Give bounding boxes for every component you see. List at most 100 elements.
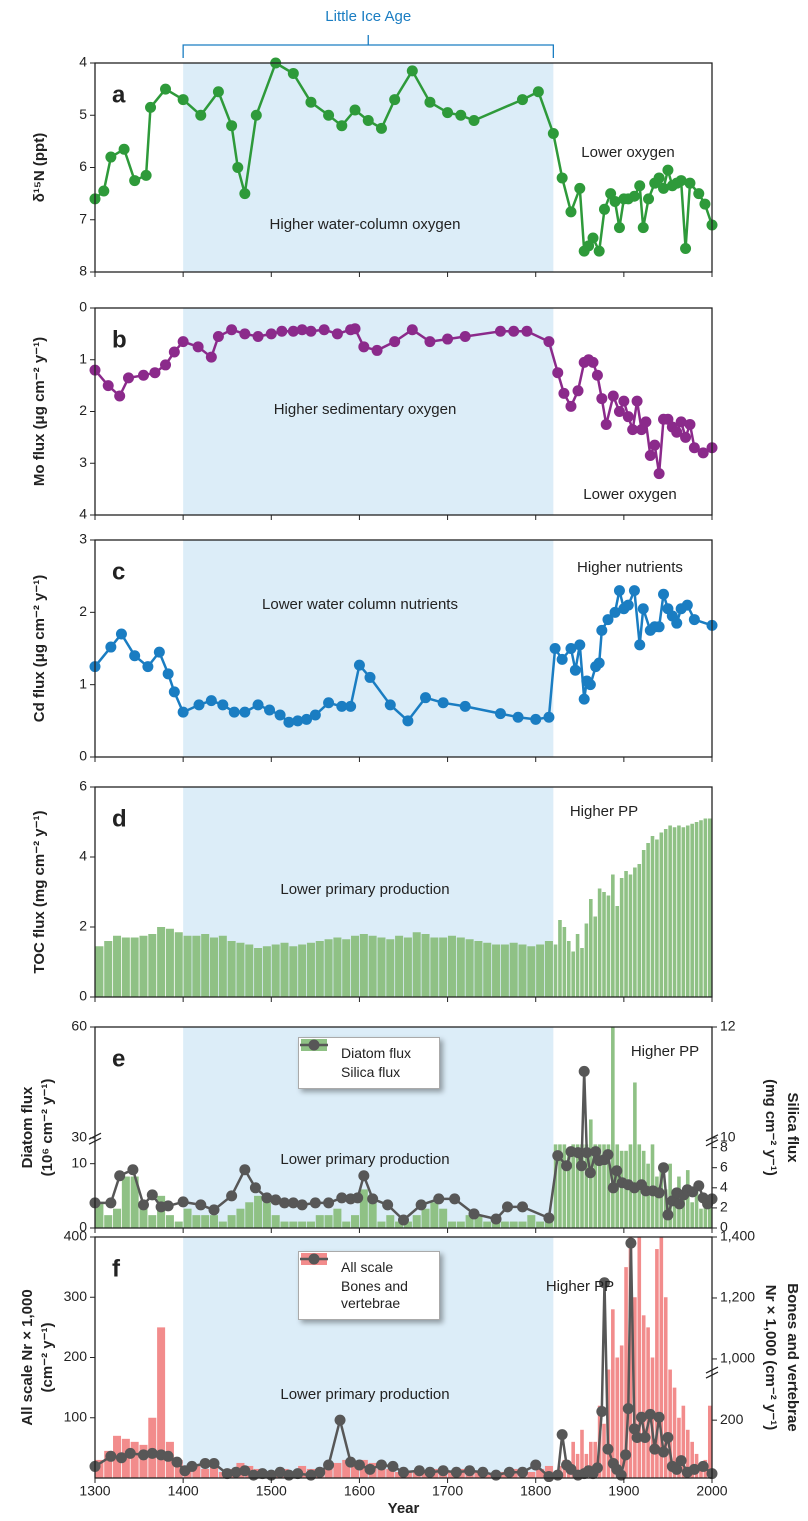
data-point xyxy=(162,1450,174,1462)
bar xyxy=(227,941,236,997)
x-tick-label: 1600 xyxy=(344,1483,375,1499)
y-tick-label: 5 xyxy=(79,106,87,122)
y-tick-label: 200 xyxy=(64,1348,88,1364)
data-point xyxy=(331,328,343,340)
annotation: Lower primary production xyxy=(280,1386,449,1403)
data-point xyxy=(631,395,643,407)
bar xyxy=(641,850,646,997)
data-point xyxy=(146,1447,158,1459)
data-point xyxy=(613,585,625,597)
bar xyxy=(553,944,558,997)
data-point xyxy=(658,1446,670,1458)
data-point xyxy=(609,195,621,207)
data-point xyxy=(598,203,610,215)
data-point xyxy=(336,120,348,132)
data-point xyxy=(145,101,157,113)
bar xyxy=(641,1315,646,1478)
data-point xyxy=(389,94,401,106)
bar xyxy=(655,1249,659,1478)
bar xyxy=(130,1441,139,1478)
data-point xyxy=(353,1459,365,1471)
data-point xyxy=(364,1463,376,1475)
data-point xyxy=(296,1199,308,1211)
data-point xyxy=(375,122,387,134)
bar xyxy=(619,1345,624,1478)
bar xyxy=(280,942,289,997)
bar xyxy=(571,1144,575,1228)
bar xyxy=(694,822,699,997)
bar xyxy=(571,951,575,997)
data-point xyxy=(658,588,670,600)
bar xyxy=(218,1221,227,1228)
data-point xyxy=(618,395,630,407)
data-point xyxy=(671,1463,683,1475)
data-point xyxy=(226,120,238,132)
y-tick-label: 0 xyxy=(79,988,87,1004)
bar xyxy=(668,1369,672,1478)
data-point xyxy=(186,1460,198,1472)
bar xyxy=(668,825,672,997)
bar xyxy=(624,871,628,997)
data-point xyxy=(628,190,640,202)
data-point xyxy=(490,1469,502,1481)
data-point xyxy=(287,1197,299,1209)
y-tick-label: 6 xyxy=(79,158,87,174)
bar xyxy=(351,1215,360,1228)
data-point xyxy=(593,657,605,669)
y-axis-label: Mo flux (μg cm⁻² y⁻¹) xyxy=(31,337,48,486)
data-point xyxy=(239,706,251,718)
data-point xyxy=(192,341,204,353)
bar xyxy=(672,1195,677,1228)
bar xyxy=(672,1387,677,1478)
x-tick-label: 1400 xyxy=(168,1483,199,1499)
bar xyxy=(474,941,483,997)
data-point xyxy=(142,661,154,673)
data-point xyxy=(552,1469,564,1481)
bar xyxy=(430,937,439,997)
data-point xyxy=(662,164,674,176)
data-point xyxy=(622,599,634,611)
span-band xyxy=(183,308,554,515)
bar xyxy=(192,1465,201,1478)
data-point xyxy=(675,175,687,187)
data-point xyxy=(512,711,524,723)
data-point xyxy=(160,83,172,95)
data-point xyxy=(681,599,693,611)
data-point xyxy=(283,716,295,728)
data-point xyxy=(455,109,467,121)
bar xyxy=(699,820,703,997)
data-point xyxy=(653,172,665,184)
data-point xyxy=(406,324,418,336)
data-point xyxy=(118,143,130,155)
bar xyxy=(139,935,148,997)
data-point xyxy=(644,449,656,461)
data-point xyxy=(264,704,276,716)
data-point xyxy=(387,1460,399,1472)
data-point xyxy=(239,188,251,200)
bar xyxy=(527,1215,536,1228)
data-point xyxy=(274,1466,286,1478)
bar xyxy=(615,1357,620,1478)
data-point xyxy=(137,1449,149,1461)
data-point xyxy=(532,86,544,98)
data-point xyxy=(301,713,313,725)
bar xyxy=(130,937,139,997)
bar xyxy=(333,937,342,997)
data-point xyxy=(433,1193,445,1205)
data-point xyxy=(309,1197,321,1209)
data-point xyxy=(437,697,449,709)
data-point xyxy=(622,1403,634,1415)
data-point xyxy=(503,1466,515,1478)
data-point xyxy=(658,182,670,194)
data-point xyxy=(122,372,134,384)
data-point xyxy=(177,1196,189,1208)
y-axis-label: δ¹⁵N (ppt) xyxy=(31,133,48,202)
data-point xyxy=(276,325,288,337)
data-point xyxy=(127,1164,139,1176)
data-point xyxy=(102,380,114,392)
y2-tick-label: 4 xyxy=(720,1179,728,1195)
bar xyxy=(227,1215,236,1228)
bar xyxy=(619,1150,624,1228)
data-point xyxy=(543,336,555,348)
bar xyxy=(685,1170,690,1228)
